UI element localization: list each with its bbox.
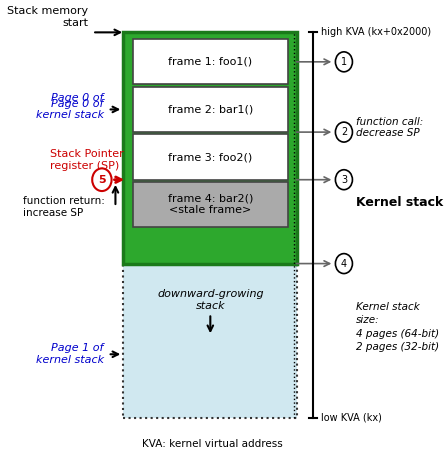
Text: Page 1 of
kernel stack: Page 1 of kernel stack (36, 344, 104, 365)
Text: 3: 3 (341, 175, 347, 185)
Text: 2: 2 (341, 127, 347, 137)
Circle shape (92, 168, 112, 191)
FancyBboxPatch shape (133, 134, 288, 180)
Text: high KVA (kx+0x2000): high KVA (kx+0x2000) (321, 27, 431, 37)
Text: 5: 5 (98, 175, 106, 185)
Text: frame 2: bar1(): frame 2: bar1() (168, 104, 253, 114)
FancyBboxPatch shape (123, 264, 297, 418)
Text: Kernel stack: Kernel stack (356, 196, 443, 209)
Text: frame 3: foo2(): frame 3: foo2() (168, 152, 252, 162)
Text: frame 1: foo1(): frame 1: foo1() (168, 57, 252, 67)
FancyBboxPatch shape (133, 39, 288, 84)
Text: Kernel stack
size:
4 pages (64-bit)
2 pages (32-bit): Kernel stack size: 4 pages (64-bit) 2 pa… (356, 302, 439, 352)
FancyBboxPatch shape (133, 87, 288, 132)
Text: low KVA (kx): low KVA (kx) (321, 413, 382, 423)
Text: downward-growing
stack: downward-growing stack (157, 289, 263, 311)
Text: Page 0 of: Page 0 of (52, 93, 104, 103)
Text: Page 0 of
kernel stack: Page 0 of kernel stack (36, 99, 104, 120)
Circle shape (336, 122, 353, 142)
FancyBboxPatch shape (123, 32, 297, 264)
Circle shape (336, 254, 353, 274)
Text: function call:
decrease SP: function call: decrease SP (356, 117, 423, 138)
Text: Stack memory
start: Stack memory start (7, 6, 88, 28)
Circle shape (336, 170, 353, 190)
Text: 1: 1 (341, 57, 347, 67)
Text: function return:
increase SP: function return: increase SP (22, 196, 104, 218)
Text: KVA: kernel virtual address: KVA: kernel virtual address (142, 439, 283, 449)
Text: frame 4: bar2()
<stale frame>: frame 4: bar2() <stale frame> (168, 194, 253, 216)
Text: Stack Pointer
register (SP): Stack Pointer register (SP) (50, 149, 123, 171)
Text: 4: 4 (341, 259, 347, 269)
Circle shape (336, 52, 353, 72)
FancyBboxPatch shape (133, 182, 288, 227)
